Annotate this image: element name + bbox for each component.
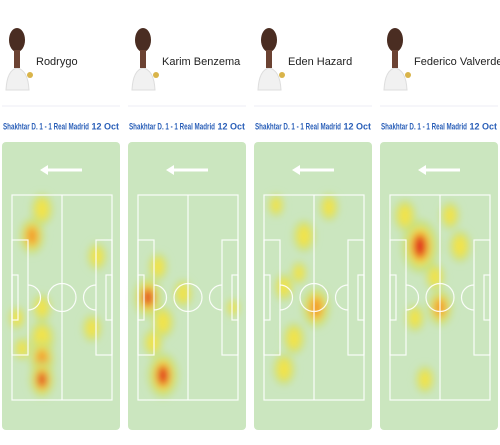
player-card: Rodrygo Shakhtar D. 1 - 1 Real Madrid 12 O… bbox=[2, 0, 120, 430]
heatmap bbox=[268, 194, 338, 385]
heat-blob bbox=[419, 369, 431, 390]
avatar-shirt bbox=[131, 67, 156, 91]
heat-blob bbox=[287, 327, 301, 350]
match-label: Shakhtar D. 1 - 1 Real Madrid bbox=[255, 121, 341, 131]
goal-area bbox=[389, 274, 397, 321]
penalty-arc bbox=[279, 284, 294, 311]
heat-blob bbox=[152, 257, 164, 277]
heat-blob bbox=[229, 301, 237, 315]
heat-blob bbox=[86, 318, 98, 338]
heat-blob bbox=[143, 289, 153, 306]
penalty-arc bbox=[334, 284, 349, 311]
club-crest bbox=[405, 72, 411, 78]
match-date: 12 Oct bbox=[91, 121, 119, 131]
player-card: Eden Hazard Shakhtar D. 1 - 1 Real Madrid… bbox=[254, 0, 372, 430]
heat-blob bbox=[177, 283, 189, 303]
direction-arrowhead bbox=[418, 165, 426, 175]
heat-blob bbox=[294, 264, 304, 281]
heat-blob bbox=[444, 205, 456, 226]
pitch-card bbox=[2, 142, 120, 430]
avatar-head bbox=[387, 28, 403, 52]
goal-area bbox=[231, 274, 239, 321]
player-card: Karim Benzema Shakhtar D. 1 - 1 Real Madr… bbox=[128, 0, 246, 430]
player-name: Rodrygo bbox=[36, 56, 78, 68]
goal-area bbox=[483, 274, 491, 321]
match-label: Shakhtar D. 1 - 1 Real Madrid bbox=[129, 121, 215, 131]
heat-blob bbox=[91, 246, 103, 267]
avatar-neck bbox=[266, 50, 272, 68]
avatar-head bbox=[261, 28, 277, 52]
heat-blob bbox=[26, 226, 38, 246]
direction-arrowhead bbox=[292, 165, 300, 175]
heatmap bbox=[394, 200, 471, 393]
heatmap bbox=[9, 193, 106, 398]
heat-blob bbox=[297, 224, 311, 248]
match-date: 12 Oct bbox=[469, 121, 497, 131]
avatar-head bbox=[135, 28, 151, 52]
penalty-arc bbox=[208, 284, 223, 311]
match-row bbox=[254, 112, 372, 140]
penalty-arc bbox=[27, 284, 42, 311]
direction-arrowhead bbox=[40, 165, 48, 175]
heat-blob bbox=[323, 197, 335, 217]
avatar-neck bbox=[140, 50, 146, 68]
heat-blob bbox=[158, 366, 168, 385]
club-crest bbox=[153, 72, 159, 78]
heat-blob bbox=[271, 197, 281, 214]
avatar-shirt bbox=[257, 67, 282, 91]
avatar-neck bbox=[392, 50, 398, 68]
match-label: Shakhtar D. 1 - 1 Real Madrid bbox=[381, 121, 467, 131]
club-crest bbox=[27, 72, 33, 78]
goal-area bbox=[263, 274, 271, 321]
heat-blob bbox=[36, 298, 48, 318]
heat-blob bbox=[309, 296, 323, 319]
center-circle bbox=[47, 282, 77, 313]
match-row bbox=[380, 112, 498, 140]
player-name: Karim Benzema bbox=[162, 56, 241, 68]
match-row bbox=[128, 112, 246, 140]
penalty-arc bbox=[460, 284, 475, 311]
match-row bbox=[2, 112, 120, 140]
heat-blob bbox=[38, 372, 46, 387]
penalty-arc bbox=[82, 284, 97, 311]
heat-blob bbox=[429, 267, 441, 287]
heat-blob bbox=[35, 198, 49, 221]
heat-blob bbox=[17, 340, 27, 357]
heat-blob bbox=[278, 277, 290, 297]
direction-arrowhead bbox=[166, 165, 174, 175]
center-circle bbox=[173, 282, 203, 313]
heatmap bbox=[134, 253, 239, 398]
heat-blob bbox=[398, 204, 412, 227]
heat-blob bbox=[453, 235, 467, 258]
heat-blob bbox=[12, 310, 22, 326]
center-circle bbox=[425, 282, 455, 313]
pitch-card bbox=[254, 142, 372, 430]
player-card: Federico Valverde Shakhtar D. 1 - 1 Real … bbox=[380, 0, 500, 430]
player-name: Federico Valverde bbox=[414, 56, 500, 68]
avatar-shirt bbox=[383, 67, 408, 91]
penalty-arc bbox=[405, 284, 420, 311]
heat-blob bbox=[156, 310, 170, 334]
avatar-shirt bbox=[5, 67, 30, 91]
penalty-arc bbox=[153, 284, 168, 311]
goal-area bbox=[357, 274, 365, 321]
match-date: 12 Oct bbox=[217, 121, 245, 131]
match-date: 12 Oct bbox=[343, 121, 371, 131]
club-crest bbox=[279, 72, 285, 78]
center-circle bbox=[299, 282, 329, 313]
avatar-neck bbox=[14, 50, 20, 68]
goal-area bbox=[11, 274, 19, 321]
player-name: Eden Hazard bbox=[288, 56, 352, 68]
match-label: Shakhtar D. 1 - 1 Real Madrid bbox=[3, 121, 89, 131]
heat-blob bbox=[147, 333, 159, 353]
goal-area bbox=[137, 274, 145, 321]
heat-blob bbox=[414, 235, 426, 258]
heat-blob bbox=[277, 358, 291, 381]
heat-blob bbox=[409, 308, 421, 328]
avatar-head bbox=[9, 28, 25, 52]
goal-area bbox=[105, 274, 113, 321]
